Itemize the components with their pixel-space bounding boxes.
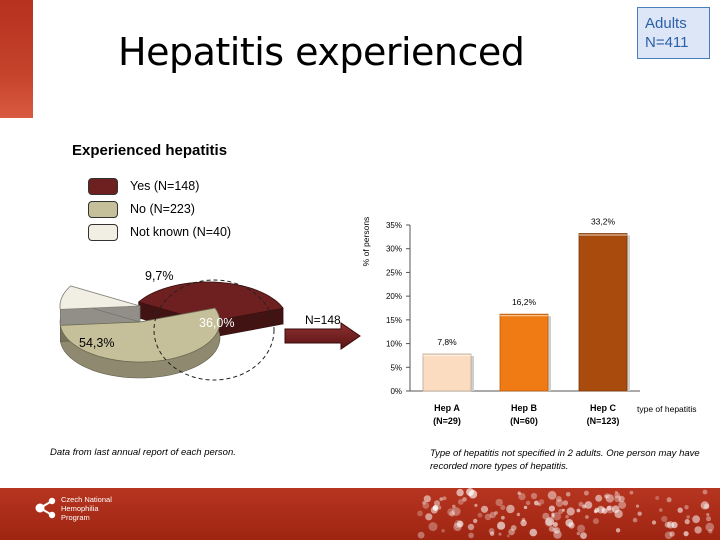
note-left: Data from last annual report of each per… xyxy=(50,447,236,458)
pie-chart xyxy=(59,279,284,381)
legend-label-no: No (N=223) xyxy=(130,202,195,216)
legend-swatch-no xyxy=(88,201,118,218)
bar-hep-a xyxy=(422,353,472,392)
badge-line2: N=411 xyxy=(645,34,689,51)
x-tick-sublabel: (N=123) xyxy=(587,416,620,426)
badge-line1: Adults xyxy=(645,15,687,32)
x-tick-label: Hep C xyxy=(590,403,617,413)
arrow-icon xyxy=(284,322,361,350)
pie-slice-unknown xyxy=(59,285,141,310)
note-right: Type of hepatitis not specified in 2 adu… xyxy=(430,448,700,472)
program-name: Czech National Hemophilia Program xyxy=(61,495,112,522)
x-tick-sublabel: (N=29) xyxy=(433,416,461,426)
y-tick-label: 10% xyxy=(386,340,402,349)
data-label: 33,2% xyxy=(591,217,616,227)
program-name-line1: Czech National xyxy=(61,495,112,504)
y-tick-label: 5% xyxy=(390,363,402,372)
data-label: 16,2% xyxy=(512,297,537,307)
arrow-label: N=148 xyxy=(305,313,341,327)
footer-dot-pattern xyxy=(417,488,715,540)
data-label: 7,8% xyxy=(437,337,457,347)
footer: Czech National Hemophilia Program xyxy=(0,488,720,540)
y-tick-label: 0% xyxy=(390,387,402,396)
x-tick-label: Hep A xyxy=(434,403,460,413)
legend-label-unknown: Not known (N=40) xyxy=(130,225,232,239)
y-axis-label: % of persons xyxy=(361,217,371,267)
x-tick-label: Hep B xyxy=(511,403,538,413)
legend-swatch-unknown xyxy=(88,224,118,241)
population-badge: Adults N=411 xyxy=(637,7,710,59)
bar-hep-b xyxy=(499,313,549,392)
legend-swatch-yes xyxy=(88,178,118,195)
program-name-line2: Hemophilia xyxy=(61,504,99,513)
program-logo-icon xyxy=(35,497,56,519)
highlight-ellipse xyxy=(153,279,275,381)
pie-title: Experienced hepatitis xyxy=(72,142,228,159)
pie-label-unknown: 9,7% xyxy=(145,269,174,283)
bar-chart: 0% 5% 10% 15% 20% 25% 30% 35% % of persons 7,8% H… xyxy=(361,217,697,426)
y-tick-label: 20% xyxy=(386,292,402,301)
pie-slice-no xyxy=(59,307,221,363)
left-accent-bar xyxy=(0,0,33,118)
y-tick-label: 25% xyxy=(386,268,402,277)
legend-label-yes: Yes (N=148) xyxy=(130,179,200,193)
pie-label-yes: 36,0% xyxy=(199,316,235,330)
y-tick-label: 35% xyxy=(386,221,402,230)
bar-hep-c xyxy=(578,233,628,392)
y-tick-label: 15% xyxy=(386,316,402,325)
y-tick-label: 30% xyxy=(386,245,402,254)
program-name-line3: Program xyxy=(61,513,90,522)
x-axis-label: type of hepatitis xyxy=(637,404,697,414)
x-tick-sublabel: (N=60) xyxy=(510,416,538,426)
slide-title: Hepatitis experienced xyxy=(118,30,525,74)
pie-label-no: 54,3% xyxy=(79,336,115,350)
